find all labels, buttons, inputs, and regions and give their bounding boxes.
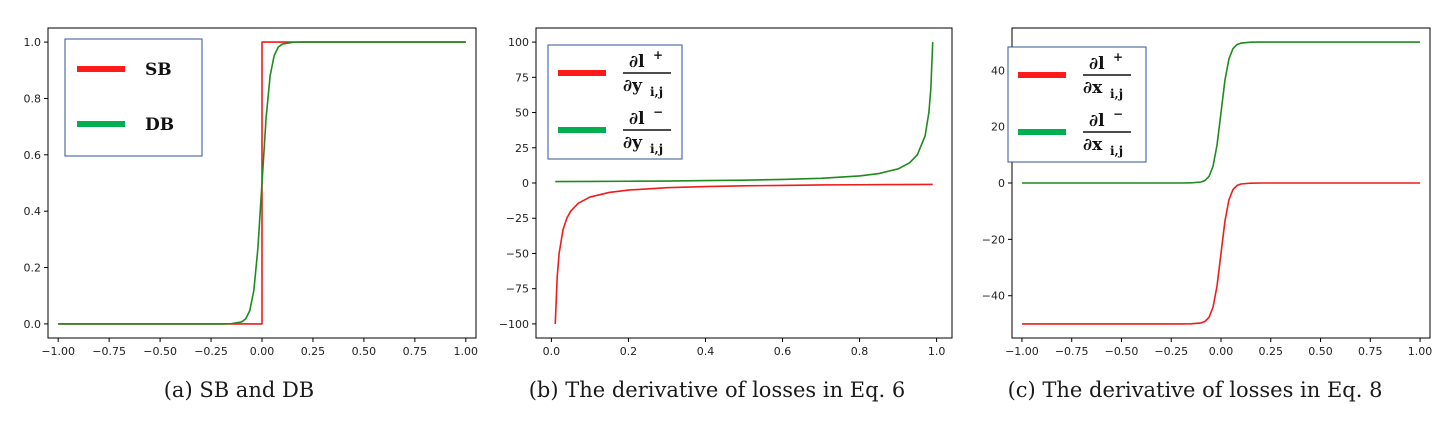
x-tick-label: −0.75 bbox=[1055, 345, 1089, 358]
legend-denominator: ∂y bbox=[623, 76, 643, 96]
x-tick-label: 0.25 bbox=[1259, 345, 1284, 358]
legend-subscript: i,j bbox=[650, 85, 663, 99]
series-line-green bbox=[555, 42, 934, 183]
legend-superscript: + bbox=[1113, 50, 1123, 64]
x-tick-label: 0.50 bbox=[352, 345, 377, 358]
x-tick-label: 0.75 bbox=[1358, 345, 1383, 358]
legend-box bbox=[1007, 46, 1147, 163]
y-tick-label: 0.0 bbox=[24, 318, 42, 331]
y-tick-label: 50 bbox=[515, 107, 529, 120]
x-tick-label: 0.75 bbox=[403, 345, 428, 358]
chart-c: −1.00 −0.75 −0.50 −0.25 0.00 0.25 0.50 0.75 1.00… bbox=[982, 27, 1433, 358]
legend-label: SB bbox=[145, 60, 172, 80]
y-tick-label: −25 bbox=[506, 212, 529, 225]
caption-c: (c) The derivative of losses in Eq. 8 bbox=[1007, 378, 1383, 402]
x-tick-label: 0.8 bbox=[851, 345, 869, 358]
x-tick-label: −0.50 bbox=[143, 345, 177, 358]
legend-subscript: i,j bbox=[650, 142, 663, 156]
x-tick-label: 0.4 bbox=[697, 345, 715, 358]
y-tick-label: 0.4 bbox=[24, 205, 42, 218]
series-line-green bbox=[1021, 41, 1421, 184]
legend-superscript: − bbox=[1113, 107, 1123, 121]
x-tick-label: 0.6 bbox=[774, 345, 792, 358]
x-tick-label: −0.50 bbox=[1105, 345, 1139, 358]
y-tick-label: 40 bbox=[991, 64, 1005, 77]
y-tick-label: −100 bbox=[499, 318, 529, 331]
y-tick-label: −75 bbox=[506, 283, 529, 296]
legend-box bbox=[64, 38, 203, 157]
x-tick-label: 0.00 bbox=[1209, 345, 1234, 358]
x-tick-label: 1.0 bbox=[928, 345, 946, 358]
x-tick-label: 0.00 bbox=[250, 345, 275, 358]
x-tick-label: 0.0 bbox=[543, 345, 561, 358]
y-tick-label: 0.2 bbox=[24, 262, 42, 275]
y-tick-label: −50 bbox=[506, 247, 529, 260]
panel-c: −1.00 −0.75 −0.50 −0.25 0.00 0.25 0.50 0.75 1.00… bbox=[956, 0, 1434, 421]
series-line-red bbox=[1021, 182, 1421, 325]
legend-label: DB bbox=[145, 115, 174, 135]
legend-denominator: ∂y bbox=[623, 133, 643, 153]
x-tick-label: −1.00 bbox=[1005, 345, 1039, 358]
legend-box bbox=[547, 44, 683, 160]
series-line-green bbox=[58, 41, 466, 325]
x-tick-label: 0.25 bbox=[301, 345, 326, 358]
x-tick-label: 0.50 bbox=[1308, 345, 1333, 358]
panel-b: 0.0 0.2 0.4 0.6 0.8 1.0 −100 −75 −50 −25 0 25 50 75 10… bbox=[478, 0, 956, 421]
series-line-red bbox=[554, 183, 933, 324]
y-tick-label: 75 bbox=[515, 71, 529, 84]
x-tick-label: −0.25 bbox=[1154, 345, 1188, 358]
caption-a: (a) SB and DB bbox=[163, 378, 315, 402]
y-tick-label: 0 bbox=[522, 177, 529, 190]
legend-subscript: i,j bbox=[1110, 144, 1123, 158]
y-tick-label: −20 bbox=[982, 233, 1005, 246]
legend-numerator: ∂l bbox=[629, 109, 645, 129]
chart-a: −1.00 −0.75 −0.50 −0.25 0.00 0.25 0.50 0.75 1.00… bbox=[24, 27, 479, 358]
y-tick-label: 0.6 bbox=[24, 149, 42, 162]
panel-a: −1.00 −0.75 −0.50 −0.25 0.00 0.25 0.50 0.75 1.00… bbox=[0, 0, 478, 421]
legend-numerator: ∂l bbox=[1089, 111, 1105, 131]
y-tick-label: 0.8 bbox=[24, 92, 42, 105]
caption-b: (b) The derivative of losses in Eq. 6 bbox=[528, 378, 906, 402]
x-tick-label: −1.00 bbox=[41, 345, 75, 358]
legend-denominator: ∂x bbox=[1083, 78, 1103, 98]
legend-subscript: i,j bbox=[1110, 87, 1123, 101]
y-tick-label: 100 bbox=[508, 36, 529, 49]
x-tick-label: 1.00 bbox=[454, 345, 479, 358]
x-tick-label: −0.25 bbox=[194, 345, 228, 358]
x-tick-label: 0.2 bbox=[620, 345, 638, 358]
y-tick-label: 20 bbox=[991, 121, 1005, 134]
legend-superscript: − bbox=[653, 105, 663, 119]
legend-numerator: ∂l bbox=[1089, 54, 1105, 74]
chart-b: 0.0 0.2 0.4 0.6 0.8 1.0 −100 −75 −50 −25 0 25 50 75 10… bbox=[499, 27, 953, 358]
y-tick-label: 0 bbox=[998, 177, 1005, 190]
y-tick-label: 1.0 bbox=[24, 36, 42, 49]
y-tick-label: 25 bbox=[515, 142, 529, 155]
y-tick-label: −40 bbox=[982, 290, 1005, 303]
legend-denominator: ∂x bbox=[1083, 135, 1103, 155]
x-tick-label: −0.75 bbox=[92, 345, 126, 358]
x-tick-label: 1.00 bbox=[1408, 345, 1433, 358]
legend-superscript: + bbox=[653, 48, 663, 62]
legend-numerator: ∂l bbox=[629, 52, 645, 72]
